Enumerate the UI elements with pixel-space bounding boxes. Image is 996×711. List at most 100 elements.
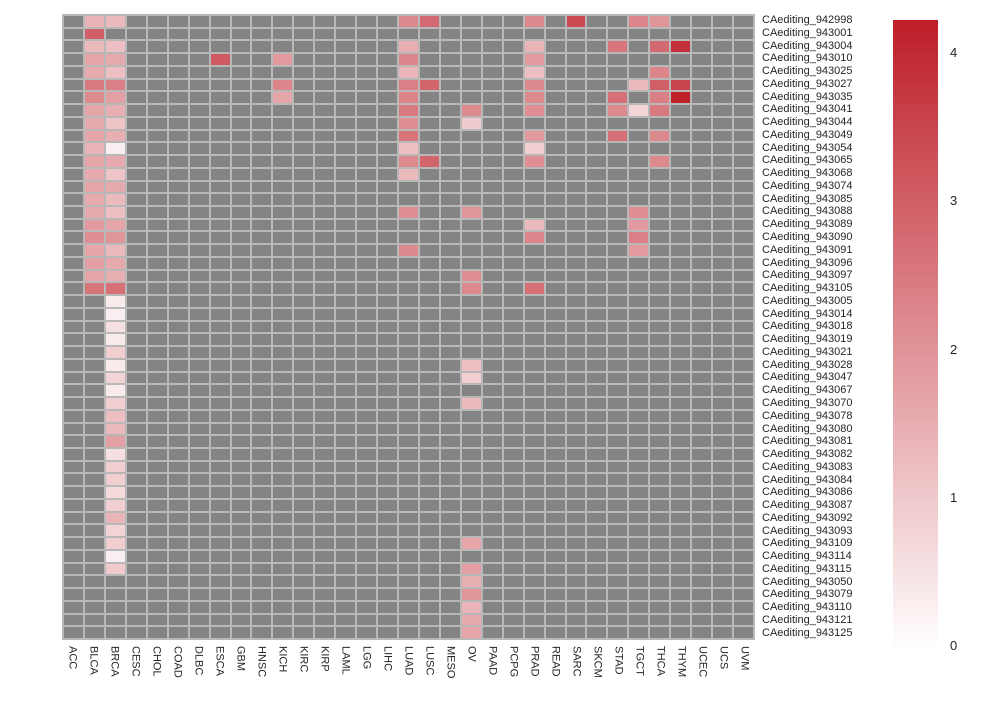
heatmap-cell xyxy=(503,385,523,397)
heatmap-cell xyxy=(126,296,146,307)
heatmap-cell xyxy=(64,601,83,613)
heatmap-cell xyxy=(231,461,251,473)
column-label: STAD xyxy=(612,646,625,675)
heatmap-cell xyxy=(461,181,481,193)
heatmap-cell xyxy=(440,79,460,91)
heatmap-cell xyxy=(692,296,712,307)
heatmap-cell xyxy=(482,461,502,473)
heatmap-cell xyxy=(671,66,691,78)
heatmap-cell xyxy=(357,359,377,371)
heatmap-cell xyxy=(713,385,733,397)
heatmap-cell xyxy=(147,207,167,218)
heatmap-cell xyxy=(273,257,293,269)
heatmap-cell xyxy=(126,563,146,575)
heatmap-cell xyxy=(147,16,167,27)
heatmap-cell xyxy=(587,28,607,40)
heatmap-cell xyxy=(566,563,586,575)
row-label: CAediting_943067 xyxy=(762,384,853,397)
heatmap-cell xyxy=(294,563,314,575)
heatmap-cell xyxy=(440,525,460,537)
heatmap-cell xyxy=(566,79,586,91)
row-label: CAediting_943050 xyxy=(762,575,853,588)
heatmap-cell xyxy=(399,28,418,40)
column-label: THCA xyxy=(654,646,667,676)
heatmap-cell xyxy=(336,16,356,27)
heatmap-cell xyxy=(168,194,188,206)
heatmap-cell xyxy=(231,156,251,167)
heatmap-cell xyxy=(566,41,586,53)
heatmap-cell xyxy=(671,398,691,409)
heatmap-cell xyxy=(671,512,691,524)
row-label: CAediting_943021 xyxy=(762,345,853,358)
heatmap-cell xyxy=(294,308,314,320)
heatmap-cell xyxy=(503,487,523,498)
heatmap-cell xyxy=(503,436,523,447)
heatmap-cell xyxy=(566,461,586,473)
heatmap-cell xyxy=(210,627,230,638)
heatmap-cell xyxy=(608,117,628,129)
heatmap-cell xyxy=(315,550,335,562)
heatmap-cell xyxy=(126,347,146,358)
heatmap-cell xyxy=(650,41,670,53)
heatmap-cell xyxy=(399,257,418,269)
heatmap-cell xyxy=(210,347,230,358)
row-label: CAediting_943079 xyxy=(762,588,853,601)
heatmap-cell xyxy=(461,601,481,613)
heatmap-cell xyxy=(608,589,628,600)
heatmap-cell xyxy=(650,550,670,562)
heatmap-cell xyxy=(419,105,439,116)
column-label: GBM xyxy=(234,646,247,672)
heatmap-cell xyxy=(252,41,272,53)
heatmap-cell xyxy=(734,66,753,78)
heatmap-cell xyxy=(189,334,209,346)
heatmap-cell xyxy=(378,359,398,371)
heatmap-cell xyxy=(210,79,230,91)
heatmap-cell xyxy=(713,436,733,447)
heatmap-cell xyxy=(419,308,439,320)
column-label: DLBC xyxy=(192,646,205,676)
heatmap-cell xyxy=(231,232,251,244)
heatmap-cell xyxy=(503,576,523,588)
heatmap-cell xyxy=(315,525,335,537)
heatmap-cell xyxy=(189,257,209,269)
heatmap-cell xyxy=(587,563,607,575)
heatmap-cell xyxy=(189,589,209,600)
row-label: CAediting_943109 xyxy=(762,537,853,550)
heatmap-cell xyxy=(566,105,586,116)
heatmap-cell xyxy=(231,41,251,53)
heatmap-cell xyxy=(210,117,230,129)
heatmap-cell xyxy=(147,270,167,282)
heatmap-cell xyxy=(273,245,293,256)
row-label: CAediting_943105 xyxy=(762,282,853,295)
heatmap-cell xyxy=(357,550,377,562)
heatmap-cell xyxy=(336,257,356,269)
column-label: ACC xyxy=(66,646,79,670)
heatmap-cell xyxy=(440,601,460,613)
heatmap-cell xyxy=(294,499,314,511)
heatmap-cell xyxy=(713,563,733,575)
heatmap-cell xyxy=(105,359,125,371)
heatmap-cell xyxy=(671,130,691,142)
heatmap-cell xyxy=(126,143,146,155)
heatmap-cell xyxy=(524,105,544,116)
heatmap-cell xyxy=(168,372,188,384)
column-label: PCPG xyxy=(507,646,520,678)
heatmap-cell xyxy=(273,385,293,397)
heatmap-cell xyxy=(252,474,272,486)
heatmap-cell xyxy=(671,16,691,27)
heatmap-cell xyxy=(650,207,670,218)
heatmap-cell xyxy=(545,550,565,562)
heatmap-cell xyxy=(357,181,377,193)
heatmap-cell xyxy=(64,207,83,218)
row-label: CAediting_943041 xyxy=(762,103,853,116)
heatmap-cell xyxy=(524,487,544,498)
heatmap-cell xyxy=(566,168,586,180)
heatmap-cell xyxy=(482,232,502,244)
heatmap-cell xyxy=(503,563,523,575)
heatmap-cell xyxy=(503,16,523,27)
heatmap-cell xyxy=(524,347,544,358)
heatmap-cell xyxy=(671,321,691,333)
heatmap-cell xyxy=(231,283,251,295)
heatmap-cell xyxy=(734,372,753,384)
heatmap-cell xyxy=(419,576,439,588)
